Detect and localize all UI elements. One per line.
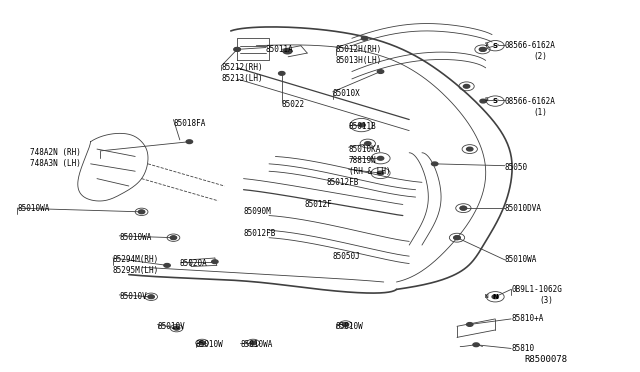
Text: 85010W: 85010W bbox=[336, 322, 364, 331]
Circle shape bbox=[431, 162, 438, 166]
Text: 08566-6162A: 08566-6162A bbox=[505, 97, 556, 106]
Text: 85010V: 85010V bbox=[119, 292, 147, 301]
Text: 85010WA: 85010WA bbox=[17, 203, 50, 213]
Text: 85012FB: 85012FB bbox=[244, 230, 276, 238]
Circle shape bbox=[342, 323, 349, 326]
Circle shape bbox=[250, 341, 256, 345]
Circle shape bbox=[199, 341, 205, 345]
Circle shape bbox=[278, 71, 285, 75]
Circle shape bbox=[148, 295, 154, 298]
Circle shape bbox=[138, 210, 145, 214]
Text: 08566-6162A: 08566-6162A bbox=[505, 41, 556, 50]
Text: (2): (2) bbox=[534, 52, 547, 61]
Text: 85090M: 85090M bbox=[244, 207, 271, 217]
Text: 85020A: 85020A bbox=[180, 259, 207, 268]
Text: 748A3N (LH): 748A3N (LH) bbox=[30, 159, 81, 169]
Circle shape bbox=[171, 236, 176, 239]
Text: 0B9L1-1062G: 0B9L1-1062G bbox=[511, 285, 562, 294]
Circle shape bbox=[212, 260, 218, 263]
Circle shape bbox=[365, 142, 371, 145]
Text: 85810+A: 85810+A bbox=[511, 314, 543, 323]
Text: 85012FB: 85012FB bbox=[326, 178, 359, 187]
Circle shape bbox=[234, 48, 241, 51]
Circle shape bbox=[479, 48, 486, 51]
Text: N: N bbox=[485, 294, 489, 299]
Text: (3): (3) bbox=[540, 296, 554, 305]
Circle shape bbox=[148, 295, 154, 299]
Circle shape bbox=[492, 295, 499, 299]
Text: 85010WA: 85010WA bbox=[119, 233, 152, 242]
Circle shape bbox=[283, 49, 292, 54]
Circle shape bbox=[467, 147, 473, 151]
Circle shape bbox=[234, 48, 241, 51]
Text: 85212(RH): 85212(RH) bbox=[221, 63, 263, 72]
Text: 85013H(LH): 85013H(LH) bbox=[336, 56, 382, 65]
Circle shape bbox=[139, 211, 144, 213]
Text: 85810: 85810 bbox=[511, 344, 534, 353]
Text: 85010W: 85010W bbox=[196, 340, 223, 349]
Text: S: S bbox=[493, 98, 498, 104]
Circle shape bbox=[186, 140, 193, 144]
Circle shape bbox=[460, 206, 467, 210]
Text: 85010X: 85010X bbox=[333, 89, 360, 98]
Circle shape bbox=[359, 123, 365, 127]
Circle shape bbox=[467, 323, 473, 326]
Circle shape bbox=[378, 70, 384, 73]
Text: S: S bbox=[485, 97, 489, 102]
Circle shape bbox=[473, 343, 479, 347]
Text: 85010V: 85010V bbox=[157, 322, 185, 331]
Text: 85010WA: 85010WA bbox=[505, 255, 537, 264]
Circle shape bbox=[460, 206, 467, 210]
Circle shape bbox=[250, 341, 255, 344]
Circle shape bbox=[378, 157, 384, 160]
Circle shape bbox=[480, 48, 486, 51]
Text: R8500078: R8500078 bbox=[524, 355, 567, 364]
Text: 85011A: 85011A bbox=[266, 45, 294, 54]
Text: 748A2N (RH): 748A2N (RH) bbox=[30, 148, 81, 157]
Text: N: N bbox=[492, 294, 498, 300]
Circle shape bbox=[378, 171, 384, 175]
Text: 85010WA: 85010WA bbox=[241, 340, 273, 349]
Text: S: S bbox=[485, 42, 489, 47]
Text: 85050J: 85050J bbox=[333, 251, 360, 261]
Text: 85010KA: 85010KA bbox=[349, 145, 381, 154]
Text: 85213(LH): 85213(LH) bbox=[221, 74, 263, 83]
Text: 85012F: 85012F bbox=[304, 200, 332, 209]
Text: 85050: 85050 bbox=[505, 163, 528, 172]
Text: 85012H(RH): 85012H(RH) bbox=[336, 45, 382, 54]
Circle shape bbox=[480, 99, 486, 103]
Circle shape bbox=[463, 84, 470, 88]
Circle shape bbox=[164, 263, 170, 267]
Text: 85295M(LH): 85295M(LH) bbox=[113, 266, 159, 275]
Circle shape bbox=[200, 341, 205, 344]
Text: 85018FA: 85018FA bbox=[173, 119, 206, 128]
Circle shape bbox=[454, 236, 460, 240]
Circle shape bbox=[454, 236, 460, 240]
Text: 85022: 85022 bbox=[282, 100, 305, 109]
Text: 78819N: 78819N bbox=[349, 155, 376, 165]
Circle shape bbox=[174, 327, 179, 330]
Text: (1): (1) bbox=[534, 108, 547, 117]
Circle shape bbox=[170, 236, 177, 240]
Text: 85010DVA: 85010DVA bbox=[505, 203, 542, 213]
Text: 85011B: 85011B bbox=[349, 122, 376, 131]
Circle shape bbox=[362, 36, 368, 40]
Text: 85294M(RH): 85294M(RH) bbox=[113, 255, 159, 264]
Text: (RH & LH): (RH & LH) bbox=[349, 167, 390, 176]
Text: S: S bbox=[493, 43, 498, 49]
Circle shape bbox=[173, 326, 180, 330]
Circle shape bbox=[343, 323, 348, 326]
